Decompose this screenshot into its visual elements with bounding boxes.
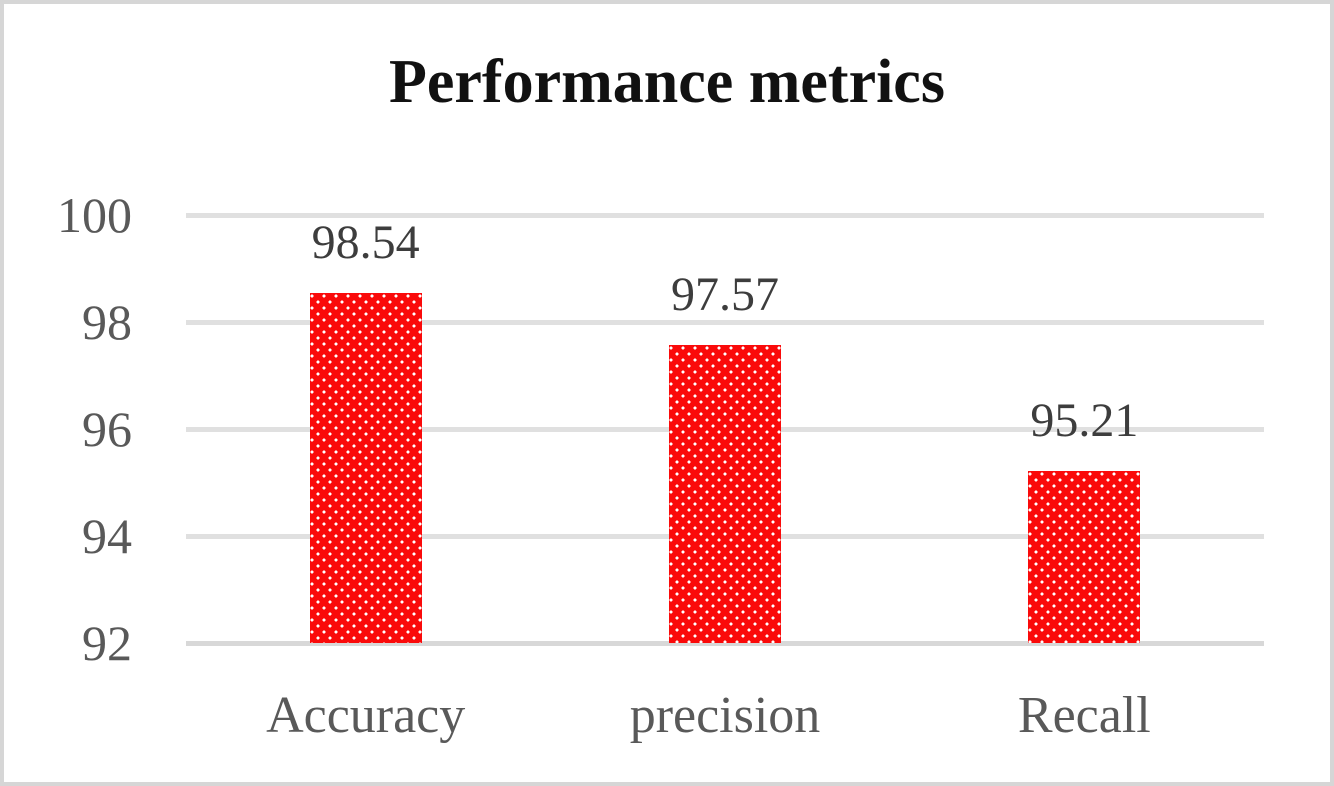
bar-precision [668, 345, 781, 643]
y-tick-label-100: 100 [57, 187, 132, 243]
data-label-accuracy: 98.54 [311, 216, 420, 270]
gridline-92 [186, 641, 1264, 646]
plot-area: 98.54 97.57 95.21 [186, 213, 1264, 646]
y-tick-label-98: 98 [82, 294, 132, 350]
y-tick-label-96: 96 [82, 401, 132, 457]
y-tick-label-94: 94 [82, 508, 132, 564]
x-tick-label-recall: Recall [1017, 687, 1151, 744]
y-axis-labels: 100 98 96 94 92 [38, 190, 132, 668]
y-tick-label-92: 92 [82, 615, 132, 671]
bars: 98.54 97.57 95.21 [186, 215, 1264, 643]
x-tick-label-precision: precision [629, 687, 821, 744]
chart-title: Performance metrics [389, 48, 945, 116]
bar-recall [1028, 471, 1141, 643]
x-tick-label-accuracy: Accuracy [266, 687, 466, 744]
bar-slot-accuracy: 98.54 [186, 215, 545, 643]
bar-slot-recall: 95.21 [905, 215, 1264, 643]
data-label-precision: 97.57 [670, 268, 779, 322]
gridline-98 [186, 320, 1264, 325]
x-axis-labels: Accuracy precision Recall [186, 690, 1264, 754]
bar-slot-precision: 97.57 [545, 215, 904, 643]
gridline-100 [186, 213, 1264, 218]
data-label-recall: 95.21 [1030, 394, 1139, 448]
bar-accuracy [309, 293, 422, 643]
